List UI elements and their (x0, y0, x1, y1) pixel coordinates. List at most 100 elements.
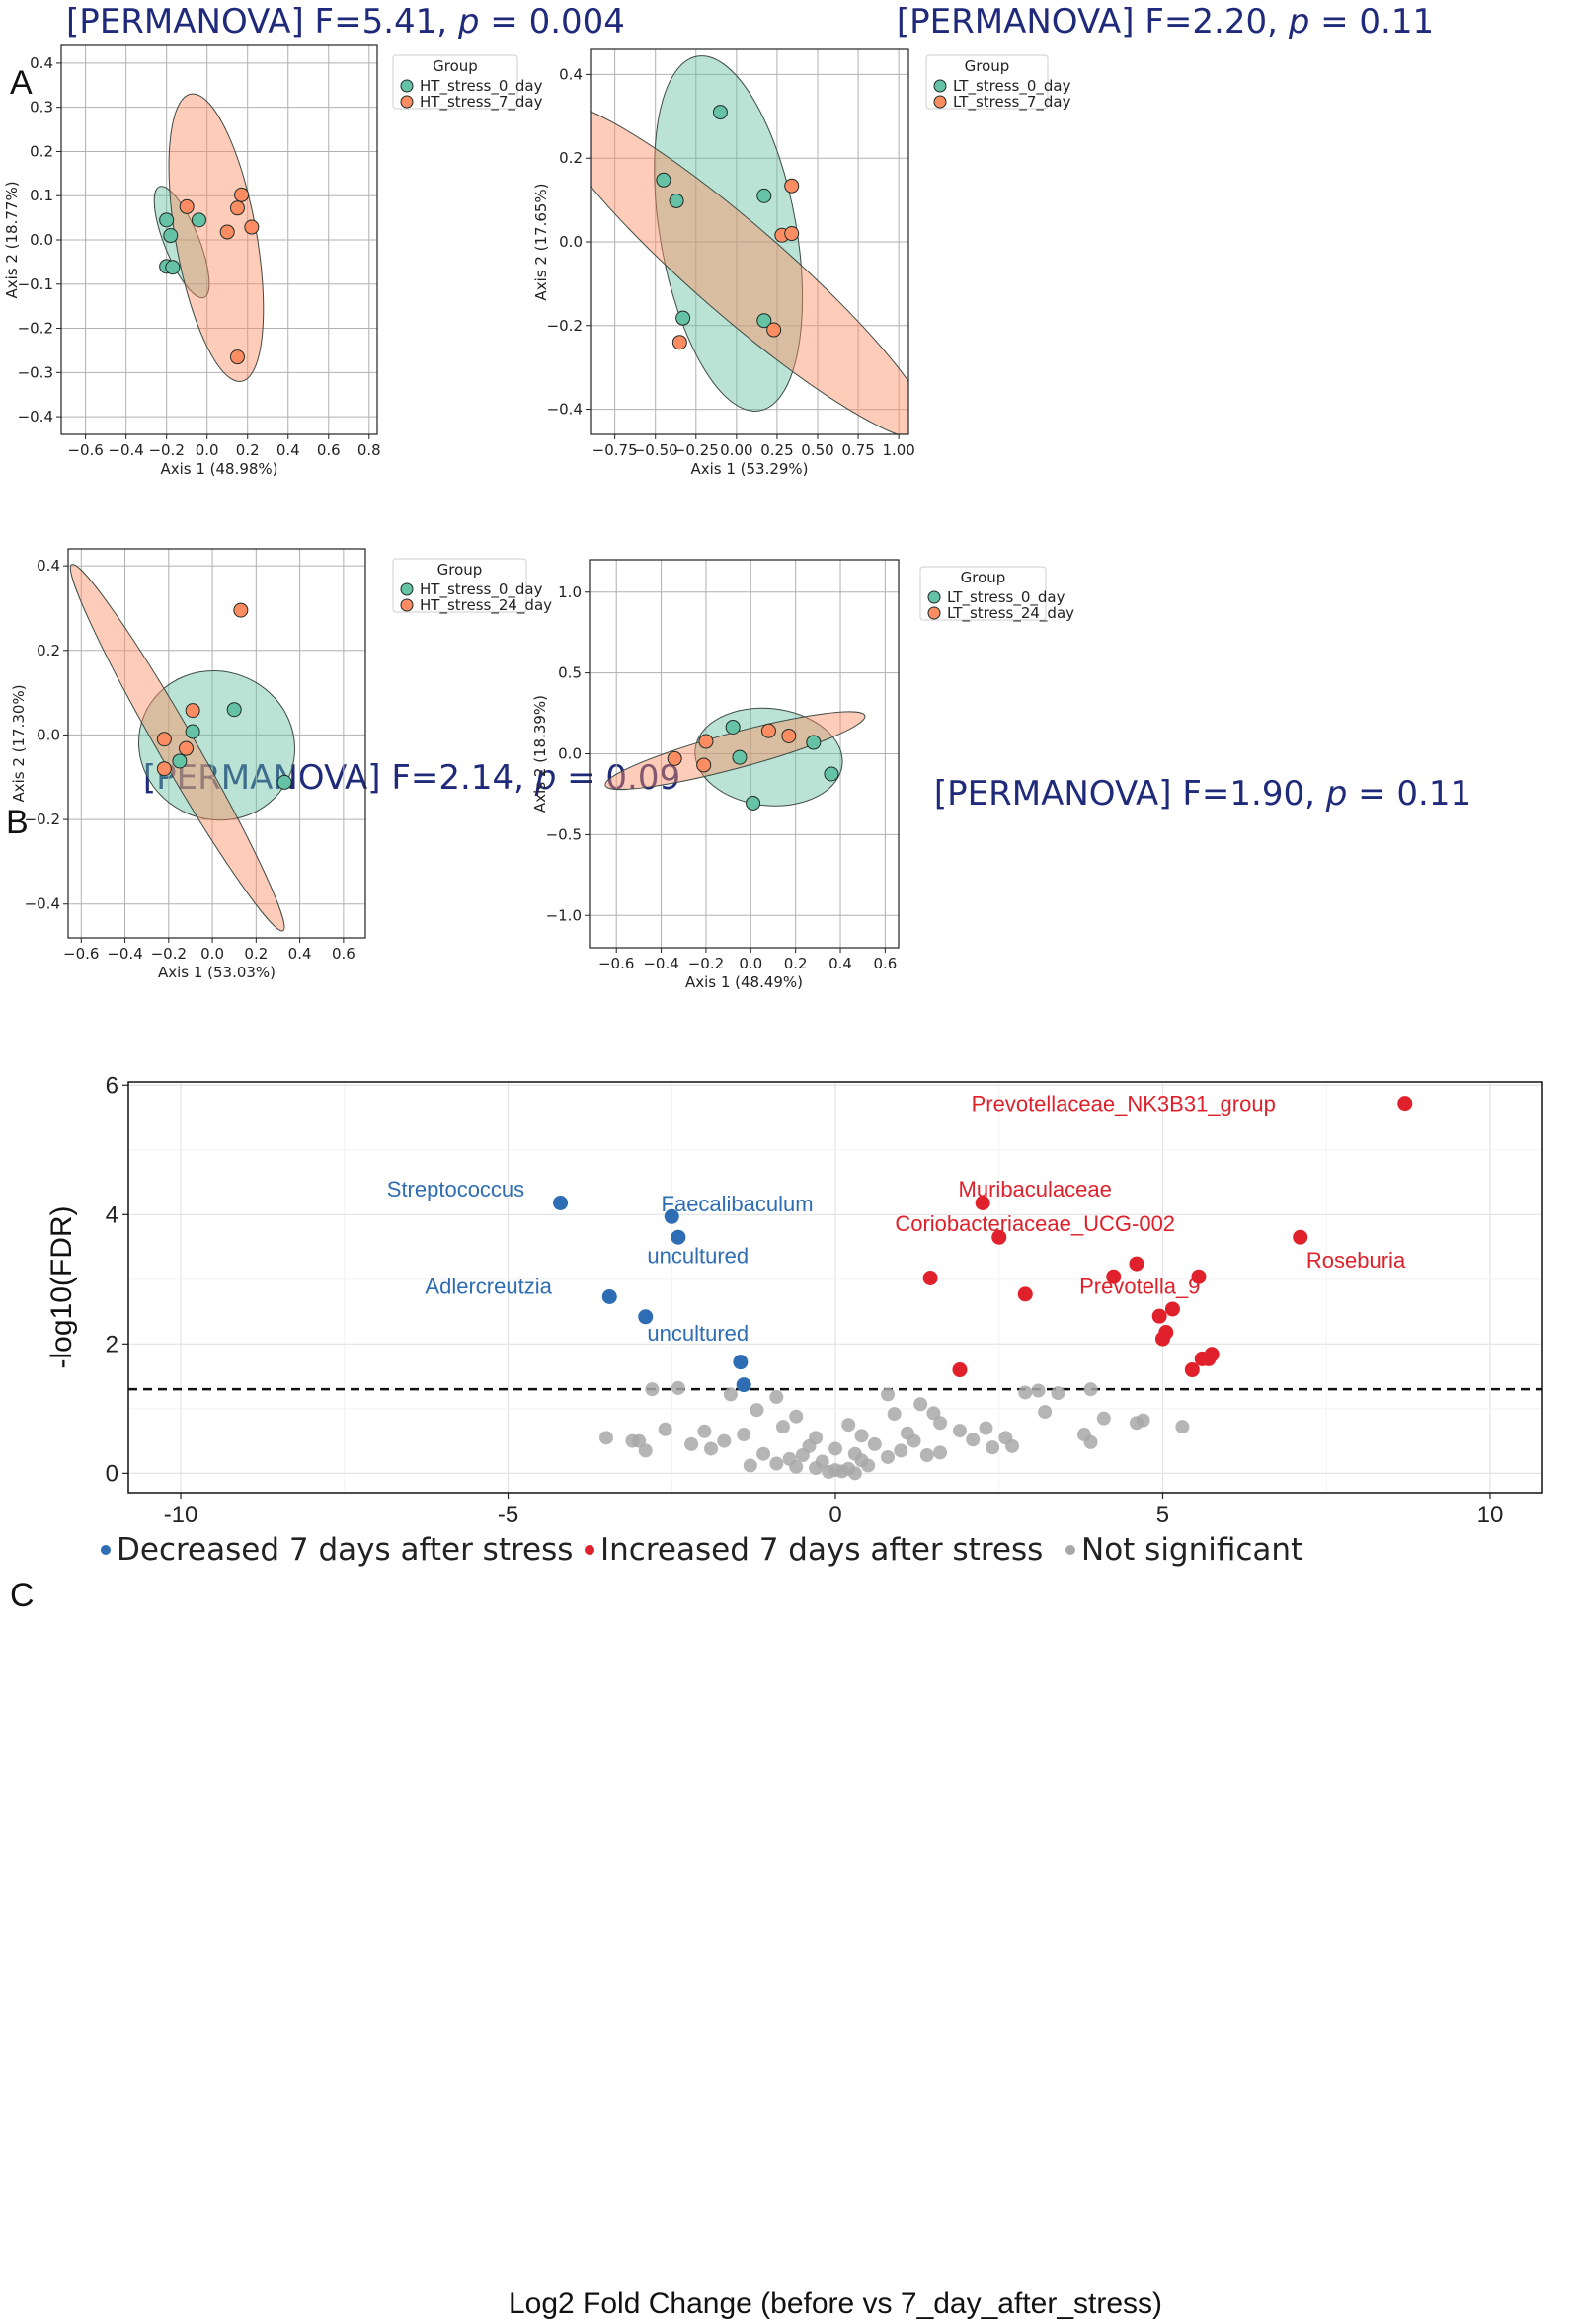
pcoa4-legend-box (919, 566, 1047, 621)
volcano-xtick-label: -10 (164, 1502, 198, 1528)
pcoa1-xtick-label: −0.4 (108, 441, 143, 459)
pcoa1-xtick-label: 0.2 (236, 441, 260, 459)
pcoa2-xtick-label: 0.00 (720, 441, 752, 459)
volcano-point-ns (737, 1428, 751, 1442)
legend-increased-label: Increased 7 days after stress (600, 1532, 1043, 1568)
pcoa2-point-green (756, 313, 772, 329)
pcoa2-legend-marker (933, 79, 947, 93)
volcano-xtick-label: 10 (1477, 1502, 1504, 1528)
pcoa1-ytick-label: 0.0 (30, 231, 53, 249)
volcano-point-decreased (736, 1377, 751, 1393)
pcoa2-xtick-label: 0.50 (801, 441, 833, 459)
pcoa2-point-green (675, 310, 691, 326)
pcoa1-point-orange (234, 187, 250, 202)
volcano-point-ns (756, 1446, 771, 1461)
pcoa2-point-green (756, 188, 772, 203)
volcano-point-ns (769, 1456, 784, 1471)
volcano-point-ns (926, 1406, 941, 1421)
pcoa3-legend-marker (400, 582, 414, 596)
volcano-point-ns (717, 1433, 732, 1448)
volcano-point-ns (986, 1440, 1000, 1455)
pcoa1-xtick-label: −0.6 (67, 441, 103, 459)
pcoa2-frame (590, 48, 909, 435)
pcoa1-ytick-label: −0.2 (18, 320, 53, 338)
pcoa1-legend-marker (400, 79, 414, 93)
volcano-xtick-label: 5 (1156, 1502, 1169, 1528)
pcoa4-title: [PERMANOVA] F=1.90, p = 0.11 (934, 774, 1471, 813)
volcano-point-ns (697, 1424, 712, 1438)
volcano-point-ns (795, 1448, 810, 1463)
pcoa4-point-orange (698, 734, 714, 749)
pcoa3-point-orange (185, 703, 200, 719)
volcano-point-ns (1175, 1420, 1190, 1434)
pcoa1-ytick-label: −0.4 (18, 408, 53, 426)
pcoa2-xtick-label: −0.50 (633, 441, 678, 459)
pcoa2-xtick-label: 0.25 (760, 441, 793, 459)
volcano-point-ns (854, 1429, 869, 1443)
pcoa3-chart: −0.6 −0.4 −0.2 0.0 0.2 0.4 0.6 −0.4 −0.2 0.0 0.2 0.… (10, 548, 552, 981)
pcoa3-legend-marker (400, 598, 414, 612)
volcano-point-increased (1154, 1331, 1170, 1347)
volcano-point-ns (750, 1403, 764, 1418)
volcano-ytick-label: 4 (106, 1201, 118, 1228)
pcoa1-ylabel: Axis 2 (18.77%) (3, 181, 21, 298)
pcoa3-point-green (226, 702, 242, 718)
pcoa4-legend-title: Group (961, 569, 1006, 586)
pcoa1-xtick-label: 0.8 (357, 441, 381, 459)
pcoa1-chart: −0.6 −0.4 −0.2 0.0 0.2 0.4 0.6 0.8 −0.4 −0.3 −0.2 −… (3, 44, 543, 478)
volcano-point-ns (638, 1443, 653, 1458)
volcano-point-ns (933, 1416, 948, 1431)
pcoa3-xlabel: Axis 1 (53.03%) (158, 964, 276, 981)
pcoa4-ytick-label: −0.5 (546, 825, 582, 843)
pcoa3-legend-title: Group (437, 561, 483, 579)
volcano-point-ns (834, 1464, 849, 1479)
volcano-point-ns (841, 1418, 856, 1433)
pcoa1-legend-box (392, 54, 518, 110)
volcano-point-ns (789, 1409, 804, 1424)
volcano-point-ns (1129, 1416, 1144, 1431)
volcano-point-ns (887, 1407, 902, 1422)
pcoa4-point-orange (696, 757, 712, 773)
pcoa2-point-orange (784, 226, 800, 242)
volcano-point-ns (658, 1422, 672, 1436)
volcano-legend: Decreased 7 days after stress Increased … (101, 1532, 1302, 1568)
volcano-point-ns (1096, 1411, 1111, 1426)
volcano-point-label: uncultured (647, 1321, 749, 1346)
pcoa1-point-orange (244, 219, 260, 235)
volcano-point-increased (1164, 1301, 1180, 1317)
pcoa4-chart: −0.6 −0.4 −0.2 0.0 0.2 0.4 0.6 −1.0 −0.5 0.0 0.5 1.… (531, 559, 1074, 991)
volcano-point-label: Roseburia (1306, 1248, 1406, 1273)
pcoa3-point-orange (179, 740, 195, 756)
pcoa3-ytick-label: 0.4 (37, 557, 60, 575)
pcoa1-legend-entry: HT_stress_7_day (420, 93, 543, 112)
pcoa4-ytick-label: 0.0 (558, 745, 582, 763)
volcano-frame (127, 1081, 1543, 1494)
pcoa1-point-orange (219, 224, 235, 240)
pcoa4-xtick-label: 0.6 (873, 955, 897, 972)
volcano-point-ns (867, 1436, 882, 1451)
pcoa1-ytick-label: −0.3 (18, 363, 53, 381)
volcano-point-label: uncultured (647, 1244, 749, 1269)
pcoa1-point-green (163, 228, 179, 244)
panel-label-c: C (10, 1577, 35, 1614)
volcano-point-ns (1018, 1385, 1033, 1400)
pcoa2-legend-box (925, 54, 1049, 110)
volcano-ytick-label: 0 (106, 1460, 118, 1487)
volcano-point-ns (723, 1387, 738, 1402)
pcoa2-chart: −0.75−0.50−0.25 0.00 0.25 0.50 0.75 1.00 −0.4 −… (532, 48, 1071, 478)
pcoa3-xtick-label: 0.0 (200, 945, 224, 963)
volcano-point-label: Prevotella_9 (1079, 1274, 1200, 1298)
pcoa2-xtick-label: 1.00 (882, 441, 914, 459)
pcoa2-point-orange (766, 322, 782, 338)
pcoa2-legend-entry: LT_stress_7_day (953, 93, 1071, 112)
pcoa3-xtick-label: −0.2 (151, 945, 187, 963)
volcano-point-ns (809, 1461, 824, 1476)
volcano-point-ns (1083, 1434, 1098, 1449)
volcano-point-ns (1005, 1438, 1019, 1453)
pcoa1-point-orange (229, 200, 245, 216)
pcoa3-ylabel: Axis 2 (17.30%) (10, 684, 28, 802)
volcano-chart: -10 -5 0 5 10 0 2 4 6 Prevotellaceae_NK3B31_group… (45, 1072, 1543, 2320)
pcoa2-xlabel: Axis 1 (53.29%) (690, 460, 808, 478)
pcoa4-xtick-label: −0.6 (598, 955, 634, 972)
